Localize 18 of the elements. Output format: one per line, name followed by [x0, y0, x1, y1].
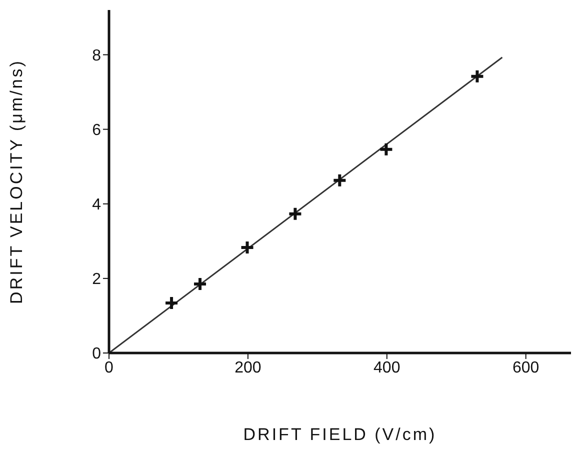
y-tick-label: 4	[92, 196, 102, 214]
x-tick-label: 400	[374, 359, 400, 376]
x-tick-label: 600	[512, 359, 540, 376]
x-tick-label: 200	[234, 359, 262, 376]
y-tick-label: 0	[92, 346, 102, 363]
point	[288, 206, 303, 222]
point	[240, 240, 255, 255]
y-tick-label: 6	[92, 122, 102, 139]
y-tick-label: 8	[92, 47, 102, 64]
x-tick-label: 0	[104, 359, 114, 376]
point	[332, 172, 348, 188]
point	[378, 142, 394, 157]
point	[192, 276, 208, 292]
point	[164, 296, 180, 311]
x-axis-title: DRIFT FIELD (V/cm)	[243, 425, 437, 444]
y-axis-title: DRIFT VELOCITY (μm/ns)	[7, 59, 26, 304]
point	[470, 68, 485, 84]
y-tick-label: 2	[92, 271, 102, 288]
